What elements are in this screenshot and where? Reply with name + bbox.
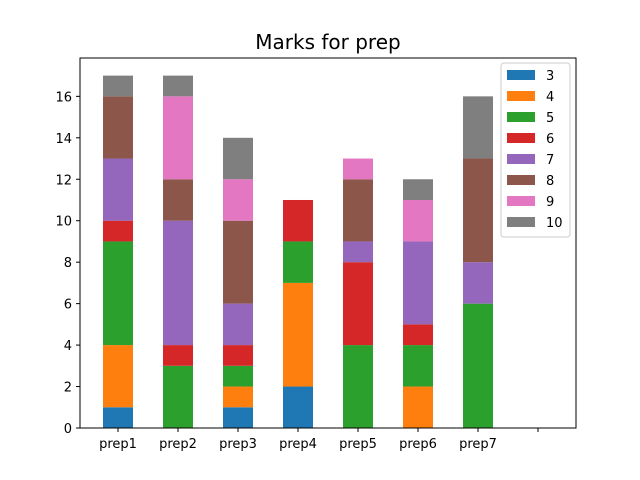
bar-prep7-mark-10 (463, 96, 493, 159)
x-tick-label: prep2 (159, 437, 197, 452)
bar-prep6-mark-9 (403, 199, 433, 242)
legend-swatch (507, 112, 535, 122)
bar-prep2-mark-6 (163, 345, 193, 366)
bar-prep1-mark-4 (103, 345, 133, 408)
legend-swatch (507, 133, 535, 143)
bar-prep5-mark-7 (343, 241, 373, 263)
bar-prep1-mark-10 (103, 75, 133, 97)
bar-prep5-mark-8 (343, 179, 373, 242)
bar-prep4-mark-5 (283, 241, 313, 283)
legend-swatch (507, 175, 535, 185)
bar-prep6-mark-4 (403, 386, 433, 428)
bar-prep3-mark-10 (223, 137, 253, 180)
legend-label: 5 (546, 111, 554, 126)
legend-swatch (507, 154, 535, 164)
bar-prep1-mark-6 (103, 220, 133, 242)
bar-prep7-mark-7 (463, 262, 493, 304)
bar-prep6-mark-10 (403, 179, 433, 200)
legend-box (500, 62, 571, 238)
legend-label: 7 (546, 153, 554, 168)
y-tick-label: 14 (55, 132, 72, 147)
bar-prep3-mark-9 (223, 179, 253, 221)
x-tick-label: prep3 (219, 437, 257, 452)
y-tick-label: 8 (64, 256, 72, 271)
bar-prep2-mark-8 (163, 179, 193, 221)
bar-prep1-mark-3 (103, 407, 133, 428)
y-tick-label: 10 (55, 215, 72, 230)
bar-prep3-mark-7 (223, 303, 253, 346)
bar-prep2-mark-5 (163, 365, 193, 428)
bar-prep1-mark-7 (103, 158, 133, 221)
y-tick-label: 0 (64, 422, 72, 437)
legend-label: 6 (546, 132, 554, 147)
legend-swatch (507, 196, 535, 206)
bar-prep4-mark-6 (283, 199, 313, 242)
y-tick-label: 2 (64, 381, 72, 396)
bar-prep3-mark-6 (223, 345, 253, 366)
x-tick-label: prep7 (459, 437, 497, 452)
bars-layer (103, 75, 493, 428)
bar-prep3-mark-3 (223, 407, 253, 428)
bar-prep3-mark-5 (223, 365, 253, 387)
bar-prep2-mark-10 (163, 75, 193, 97)
y-tick-label: 4 (64, 339, 72, 354)
plot-frame (79, 57, 577, 429)
legend: 3 4 5 6 7 8 9 10 (500, 62, 571, 238)
bar-prep7-mark-8 (463, 158, 493, 263)
y-tick-label: 12 (55, 173, 72, 188)
bar-prep2-mark-9 (163, 96, 193, 180)
bar-prep6-mark-5 (403, 345, 433, 387)
y-tick-label: 16 (55, 90, 72, 105)
bar-prep6-mark-7 (403, 241, 433, 325)
x-axis: prep1 prep2 prep3 prep4 prep5 prep6 prep7 (99, 428, 539, 452)
legend-swatch (507, 217, 535, 227)
chart-title: Marks for prep (255, 30, 400, 54)
legend-swatch (507, 70, 535, 80)
y-tick-label: 6 (64, 298, 72, 313)
x-tick-label: prep4 (279, 437, 317, 452)
bar-prep3-mark-4 (223, 386, 253, 408)
bar-prep6-mark-6 (403, 324, 433, 346)
bar-prep1-mark-8 (103, 96, 133, 159)
legend-swatch (507, 91, 535, 101)
bar-prep3-mark-8 (223, 220, 253, 304)
x-tick-label: prep5 (339, 437, 377, 452)
bar-prep4-mark-3 (283, 386, 313, 428)
x-tick-label: prep6 (399, 437, 437, 452)
bar-prep5-mark-5 (343, 345, 373, 428)
bar-prep2-mark-7 (163, 220, 193, 346)
legend-label: 9 (546, 195, 554, 210)
legend-label: 3 (546, 69, 554, 84)
legend-label: 8 (546, 174, 554, 189)
bar-prep4-mark-4 (283, 282, 313, 387)
bar-prep1-mark-5 (103, 241, 133, 346)
legend-label: 4 (546, 90, 554, 105)
bar-prep7-mark-5 (463, 303, 493, 428)
y-axis: 0 2 4 6 8 10 12 14 16 (55, 90, 80, 437)
bar-prep5-mark-9 (343, 158, 373, 180)
x-tick-label: prep1 (99, 437, 137, 452)
bar-prep5-mark-6 (343, 262, 373, 346)
legend-label: 10 (546, 216, 563, 231)
